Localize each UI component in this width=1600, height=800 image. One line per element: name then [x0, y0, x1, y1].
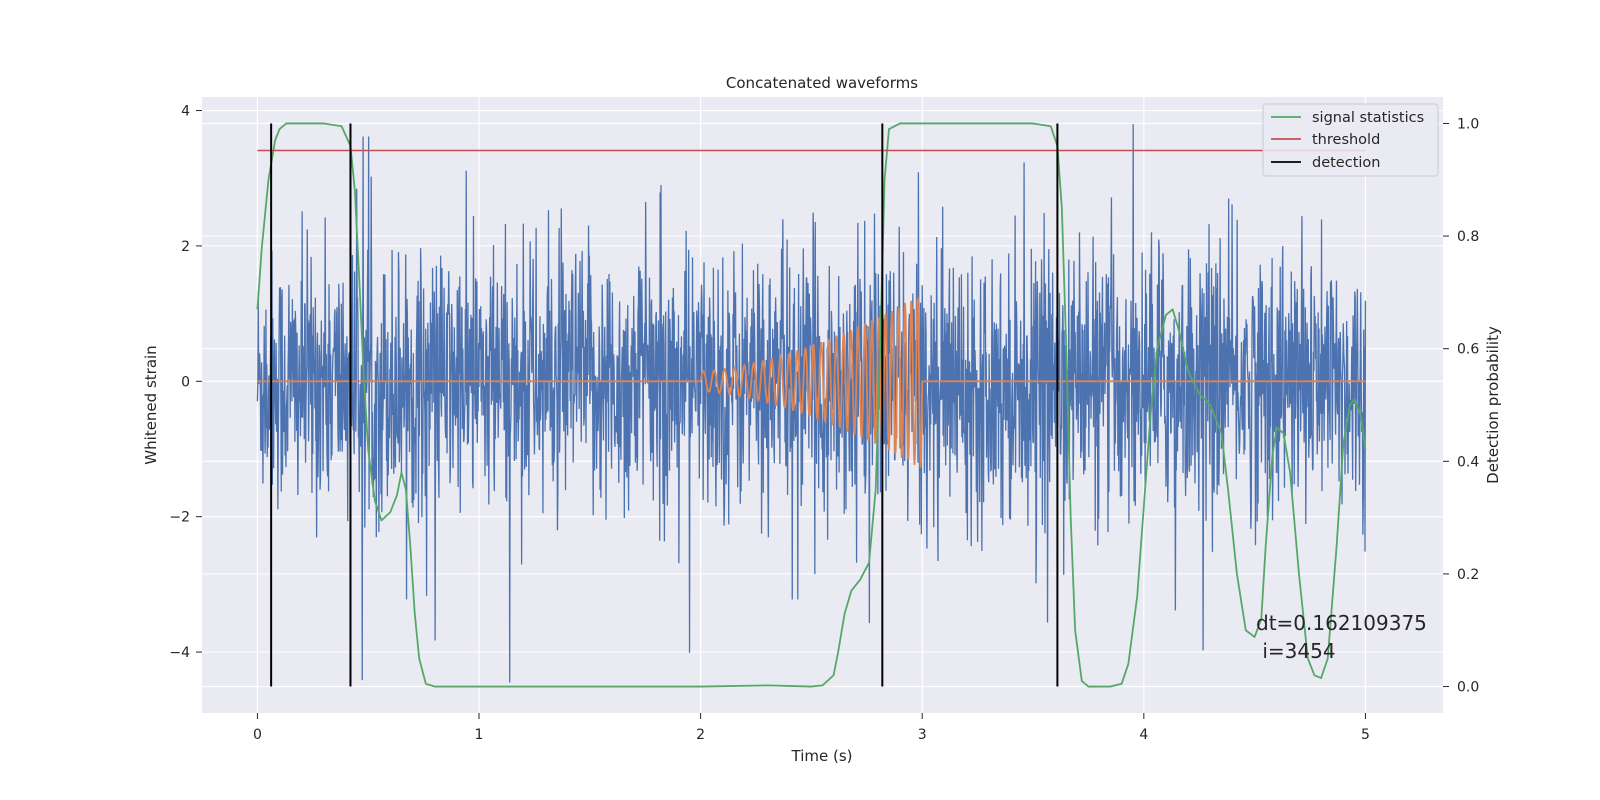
y-tick-label: 2 [181, 239, 190, 255]
index-annotation: i=3454 [1256, 639, 1336, 663]
injected-waveform-line [257, 297, 1366, 468]
dt-annotation: dt=0.162109375 [1256, 611, 1427, 635]
x-tick-label: 3 [918, 727, 927, 743]
y2-axis-label: Detection probability [1484, 326, 1502, 484]
y2-tick-label: 0.2 [1457, 567, 1479, 583]
y-tick-label: 4 [181, 104, 190, 120]
chart-title: Concatenated waveforms [726, 74, 918, 92]
y2-tick-label: 1.0 [1457, 116, 1479, 132]
y-axis-label: Whitened strain [142, 345, 160, 464]
y-tick-label: −2 [169, 510, 190, 526]
tick-labels: 0 1 2 3 4 5 −4 −2 0 2 4 0.0 0.2 0.4 0.6 0.8 1.0 [169, 104, 1479, 743]
signal-statistics-series [256, 122, 1367, 688]
x-tick-label: 2 [696, 727, 705, 743]
legend-label-threshold: threshold [1312, 132, 1380, 148]
y2-tick-label: 0.0 [1457, 680, 1479, 696]
x-tick-label: 4 [1139, 727, 1148, 743]
legend: signal statistics threshold detection [1262, 103, 1439, 177]
x-tick-label: 5 [1361, 727, 1370, 743]
x-tick-label: 1 [475, 727, 484, 743]
y2-tick-label: 0.8 [1457, 229, 1479, 245]
legend-label-detection: detection [1312, 155, 1380, 171]
legend-box [1262, 103, 1439, 177]
y2-tick-label: 0.6 [1457, 342, 1479, 358]
y-tick-label: 0 [181, 374, 190, 390]
detection-series [270, 123, 1059, 687]
y2-tick-label: 0.4 [1457, 454, 1479, 470]
signal-statistics-line [256, 122, 1367, 688]
x-axis-label: Time (s) [791, 747, 853, 765]
y-tick-label: −4 [169, 645, 190, 661]
x-tick-label: 0 [253, 727, 262, 743]
injected-waveform-series [257, 297, 1366, 468]
legend-label-signal-statistics: signal statistics [1312, 110, 1424, 126]
